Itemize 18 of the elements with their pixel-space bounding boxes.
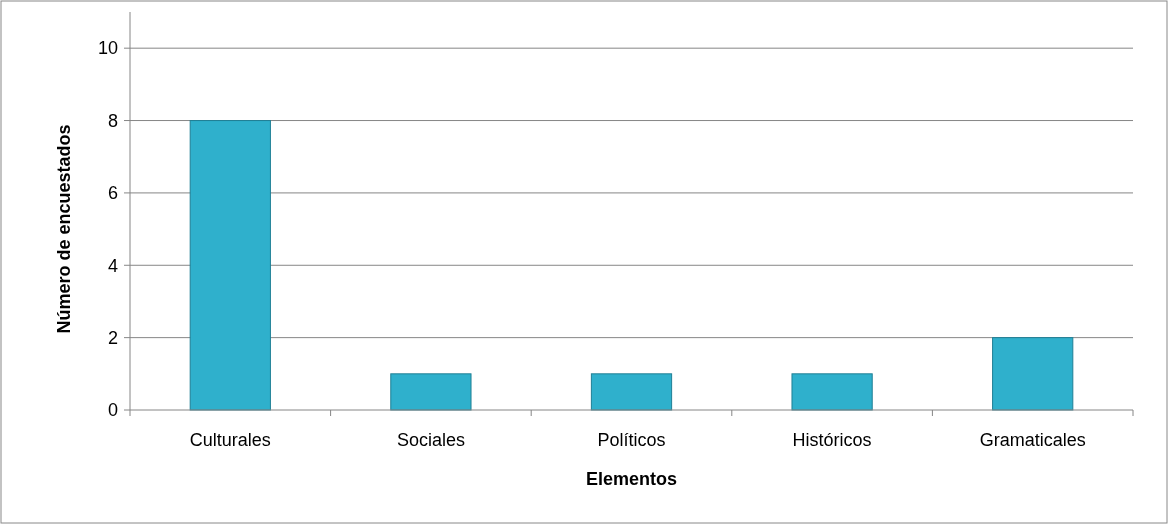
y-axis-title: Número de encuestados (54, 124, 74, 334)
y-tick-label: 0 (107, 400, 118, 421)
x-tick-label: Sociales (396, 430, 465, 450)
x-tick-label: Políticos (597, 430, 666, 450)
y-tick-label: 2 (107, 327, 118, 348)
bar (791, 373, 873, 411)
y-tick-label: 10 (97, 38, 118, 59)
y-tick-label: 4 (107, 255, 118, 276)
bar (189, 120, 271, 411)
x-tick-label: Históricos (792, 430, 872, 450)
bar (390, 373, 472, 411)
y-tick-label: 8 (107, 110, 118, 131)
x-tick-label: Culturales (189, 430, 271, 450)
x-tick-label: Gramaticales (979, 430, 1086, 450)
bar (992, 337, 1074, 411)
y-tick-label: 6 (107, 183, 118, 204)
x-axis-title: Elementos (585, 469, 678, 489)
bar (590, 373, 673, 411)
